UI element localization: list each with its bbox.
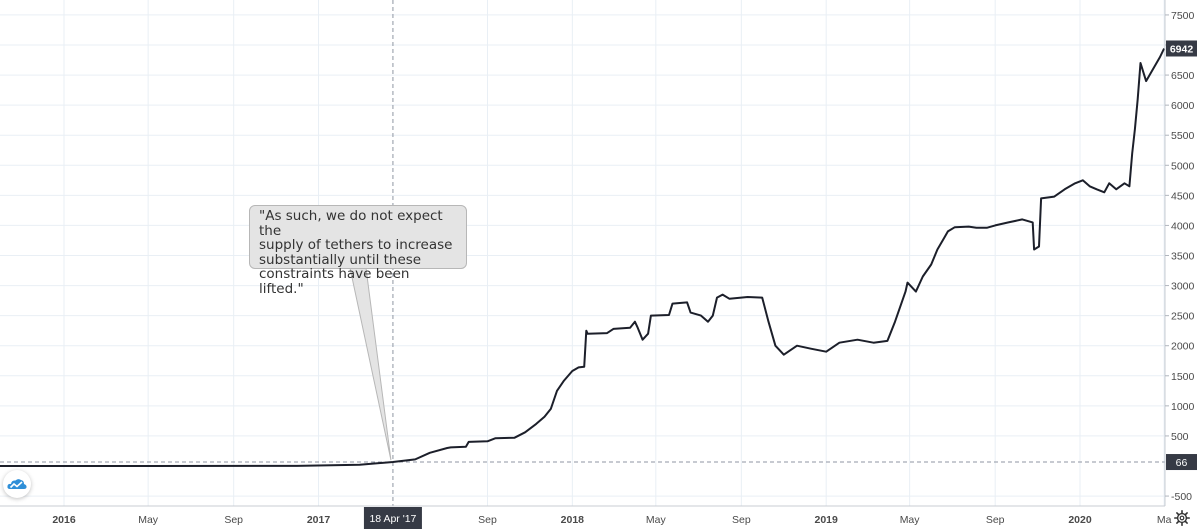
series-line <box>0 48 1166 467</box>
y-tick-label: 3500 <box>1171 251 1195 263</box>
y-tick-label: 3000 <box>1171 281 1195 293</box>
price-label-box <box>1166 40 1197 57</box>
grid-lines <box>0 0 1165 506</box>
time-axis[interactable]: 2016 May Sep 2017 Sep 2018 May Sep 2019 May Sep 202… <box>52 514 1171 526</box>
price-axis-background <box>1165 0 1200 530</box>
annotation-line-3: substantially until these <box>259 251 422 268</box>
tradingview-logo-icon[interactable] <box>3 470 31 498</box>
cloud-logo-icon <box>7 479 27 489</box>
crosshair-date-box <box>363 507 422 529</box>
y-tick-label: 5000 <box>1171 160 1195 172</box>
x-tick-label: Ma <box>1157 514 1172 526</box>
y-tick-label: 4500 <box>1171 190 1195 202</box>
y-tick-label: -500 <box>1171 491 1192 503</box>
y-tick-label: 6000 <box>1171 100 1195 112</box>
x-tick-label: May <box>138 514 159 526</box>
x-tick-label: May <box>646 514 667 526</box>
series-lines <box>0 48 1166 467</box>
annotation-line-1: "As such, we do not expect the <box>259 208 443 239</box>
x-tick-label: 2018 <box>561 514 585 526</box>
x-tick-label: 2016 <box>52 514 76 526</box>
annotation-line-2: supply of tethers to increase <box>259 237 453 253</box>
crosshair-value-box <box>1166 454 1197 471</box>
gear-icon[interactable] <box>1172 508 1192 528</box>
axis-value-labels: 6942 66 18 Apr '17 <box>363 40 1197 529</box>
y-tick-label: 1500 <box>1171 371 1195 383</box>
y-tick-label: 2500 <box>1171 311 1195 323</box>
y-tick-label: 6500 <box>1171 70 1195 82</box>
y-tick-label: 2000 <box>1171 341 1195 353</box>
y-tick-label: 7500 <box>1171 10 1195 22</box>
x-tick-label: 2017 <box>307 514 331 526</box>
x-tick-label: Sep <box>732 514 751 526</box>
price-axis[interactable]: -500 500 1000 1500 2000 2500 3000 3500 4000 4500 5… <box>1165 10 1195 503</box>
y-tick-label: 500 <box>1171 431 1189 443</box>
y-tick-label: 5500 <box>1171 130 1195 142</box>
settings-gear-icon <box>1174 510 1190 526</box>
time-axis-background <box>0 506 1165 530</box>
y-tick-label: 1000 <box>1171 401 1195 413</box>
x-tick-label: May <box>900 514 921 526</box>
price-label: 6942 <box>1170 43 1194 55</box>
x-tick-label: Sep <box>224 514 243 526</box>
annotation-line-4: constraints have been lifted." <box>259 266 410 297</box>
x-tick-label: 2020 <box>1068 514 1092 526</box>
y-tick-label: 4000 <box>1171 220 1195 232</box>
x-tick-label: 2019 <box>814 514 838 526</box>
crosshair-value-label: 66 <box>1176 457 1188 469</box>
x-tick-label: Sep <box>986 514 1005 526</box>
annotation-callout[interactable]: "As such, we do not expect the supply of… <box>249 205 467 296</box>
x-tick-label: Sep <box>478 514 497 526</box>
crosshair-date-label: 18 Apr '17 <box>369 513 416 525</box>
